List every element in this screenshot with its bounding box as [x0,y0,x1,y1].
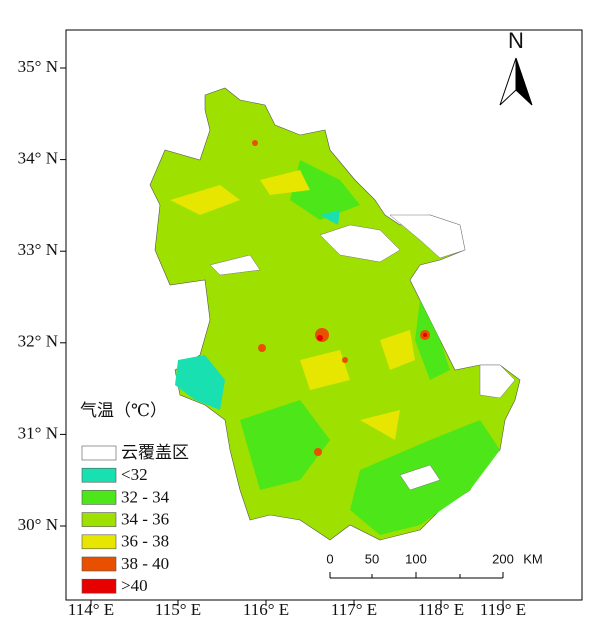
scale-label: 200 [492,551,514,566]
lat-label: 31° N [18,423,58,442]
legend-label: >40 [121,576,148,595]
legend-swatch [81,556,117,572]
scale-bar [329,572,504,579]
legend-swatch [81,467,117,483]
province [149,87,521,541]
legend-title: 气温（℃） [80,401,167,420]
legend-label: 云覆盖区 [121,443,189,462]
legend-swatch [81,445,117,461]
legend-swatch [81,578,117,594]
lat-label: 34° N [18,149,58,168]
legend-swatch [81,534,117,550]
lon-label: 116° E [243,600,289,619]
scale-label: 0 [326,551,333,566]
scale-unit: KM [523,551,543,566]
lon-label: 117° E [331,600,377,619]
scale-label: 50 [365,551,379,566]
legend-swatch [81,490,117,505]
legend-label: 38 - 40 [121,554,169,573]
legend-label: 32 - 34 [121,487,170,506]
legend-label: 36 - 38 [121,532,169,551]
lon-label: 114° E [68,600,114,619]
lat-label: 30° N [18,515,58,534]
north-label: N [508,28,524,53]
lon-label: 119° E [480,600,526,619]
legend-swatch [81,512,117,527]
lat-label: 35° N [18,57,58,76]
lat-label: 33° N [18,240,58,259]
north-arrow: N [499,28,533,106]
frame [65,29,583,601]
legend-label: <32 [121,465,148,484]
scale-label: 100 [405,551,427,566]
lat-label: 32° N [18,332,58,351]
legend-label: 34 - 36 [121,510,169,529]
lon-label: 118° E [418,600,464,619]
lon-label: 115° E [155,600,201,619]
